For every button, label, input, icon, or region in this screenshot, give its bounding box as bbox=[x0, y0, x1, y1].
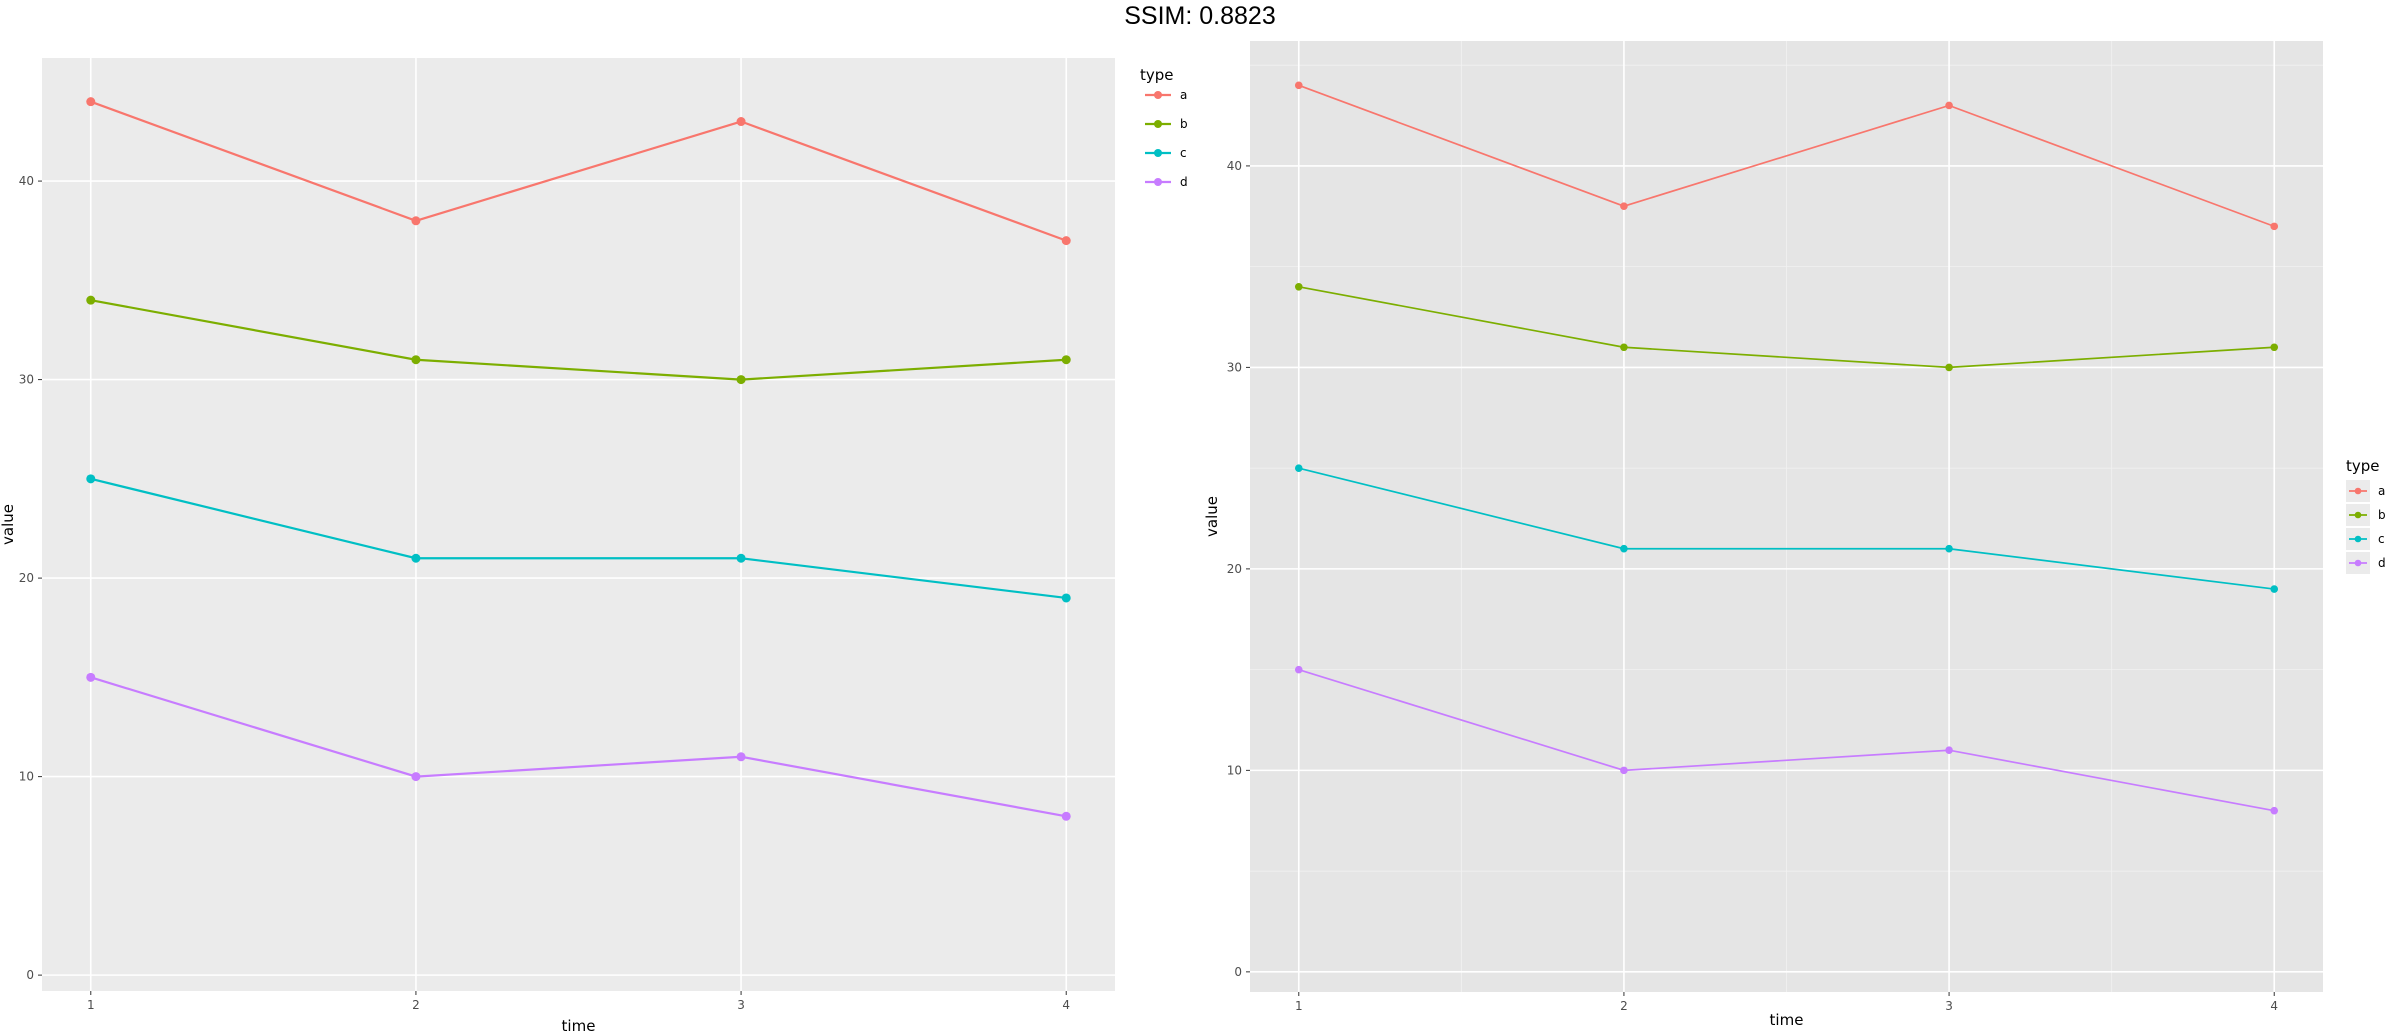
series-line-a bbox=[90, 100, 1067, 242]
y-tick-label: 20 bbox=[1227, 562, 1242, 576]
legend-key-point-b bbox=[1154, 120, 1162, 128]
data-point-d bbox=[736, 752, 746, 762]
x-tick-label: 4 bbox=[1062, 998, 1070, 1012]
series-line-b bbox=[1298, 285, 2275, 369]
data-point-b bbox=[736, 375, 746, 385]
series-line-c bbox=[90, 477, 1067, 600]
data-point-c bbox=[1294, 464, 1303, 472]
legend-key-point-d bbox=[1154, 178, 1162, 186]
data-point-c bbox=[1620, 544, 1628, 553]
series-line-a bbox=[1298, 84, 2275, 228]
legend-key-point-a bbox=[2354, 487, 2362, 495]
legend-key-point-c bbox=[1154, 149, 1162, 157]
data-point-c bbox=[86, 474, 96, 484]
series-line-d bbox=[1298, 668, 2275, 812]
data-point-a bbox=[2270, 222, 2279, 231]
y-tick-label: 30 bbox=[19, 373, 34, 387]
legend-key-point-d bbox=[2354, 559, 2362, 567]
data-point-b bbox=[1061, 355, 1071, 365]
data-point-d bbox=[1945, 746, 1953, 755]
data-point-c bbox=[736, 553, 746, 563]
y-tick-label: 20 bbox=[19, 571, 34, 585]
data-point-b bbox=[1294, 283, 1303, 291]
data-point-c bbox=[2270, 585, 2279, 593]
series-line-d bbox=[90, 676, 1067, 818]
data-point-c bbox=[411, 553, 421, 563]
data-point-b bbox=[1620, 343, 1628, 352]
data-point-d bbox=[1620, 766, 1628, 775]
series-line-c bbox=[1298, 467, 2275, 590]
x-tick-label: 3 bbox=[1945, 999, 1953, 1013]
legend-label-a: a bbox=[2378, 484, 2385, 498]
data-point-a bbox=[1294, 81, 1303, 90]
x-tick-label: 2 bbox=[1620, 999, 1628, 1013]
legend-key-point-b bbox=[2354, 511, 2362, 519]
x-tick-label: 1 bbox=[1295, 999, 1303, 1013]
series-line-b bbox=[90, 299, 1067, 381]
data-point-b bbox=[411, 355, 421, 365]
y-tick-label: 40 bbox=[1227, 159, 1242, 173]
y-tick-label: 0 bbox=[26, 968, 34, 982]
data-point-a bbox=[1061, 236, 1071, 246]
data-point-d bbox=[2270, 806, 2279, 815]
y-axis-title: value bbox=[1203, 496, 1221, 537]
x-tick-label: 1 bbox=[87, 998, 95, 1012]
legend-title: type bbox=[1140, 66, 1174, 84]
legend-title: type bbox=[2346, 457, 2380, 475]
x-tick-label: 3 bbox=[737, 998, 745, 1012]
y-tick-label: 10 bbox=[19, 770, 34, 784]
page-title: SSIM: 0.8823 bbox=[1124, 2, 1276, 30]
data-point-a bbox=[86, 97, 96, 107]
data-point-d bbox=[86, 672, 96, 682]
data-point-a bbox=[736, 117, 746, 127]
x-axis-title: time bbox=[562, 1017, 596, 1034]
y-axis-title: value bbox=[0, 504, 17, 545]
legend-label-b: b bbox=[1180, 117, 1188, 131]
x-tick-label: 2 bbox=[412, 998, 420, 1012]
legend-label-d: d bbox=[2378, 556, 2386, 570]
legend-label-b: b bbox=[2378, 508, 2386, 522]
data-point-d bbox=[1294, 665, 1303, 674]
data-point-c bbox=[1061, 593, 1071, 603]
legend-label-c: c bbox=[2378, 532, 2385, 546]
y-tick-label: 40 bbox=[19, 174, 34, 188]
data-point-b bbox=[1945, 363, 1953, 372]
data-point-b bbox=[86, 295, 96, 305]
data-point-a bbox=[411, 216, 421, 226]
y-tick-label: 30 bbox=[1227, 360, 1242, 374]
legend-label-d: d bbox=[1180, 175, 1188, 189]
x-axis-title: time bbox=[1770, 1011, 1804, 1029]
data-point-c bbox=[1945, 544, 1953, 553]
y-tick-label: 0 bbox=[1234, 965, 1242, 979]
data-point-a bbox=[1945, 101, 1953, 110]
data-point-d bbox=[411, 772, 421, 782]
x-tick-label: 4 bbox=[2270, 999, 2278, 1013]
legend-key-point-c bbox=[2354, 535, 2362, 543]
plot-panel bbox=[42, 58, 1115, 991]
legend-key-point-a bbox=[1154, 91, 1162, 99]
data-point-a bbox=[1620, 202, 1628, 211]
legend-label-c: c bbox=[1180, 146, 1187, 160]
data-point-b bbox=[2270, 343, 2279, 352]
legend-label-a: a bbox=[1180, 88, 1187, 102]
data-point-d bbox=[1061, 811, 1071, 821]
y-tick-label: 10 bbox=[1227, 763, 1242, 777]
